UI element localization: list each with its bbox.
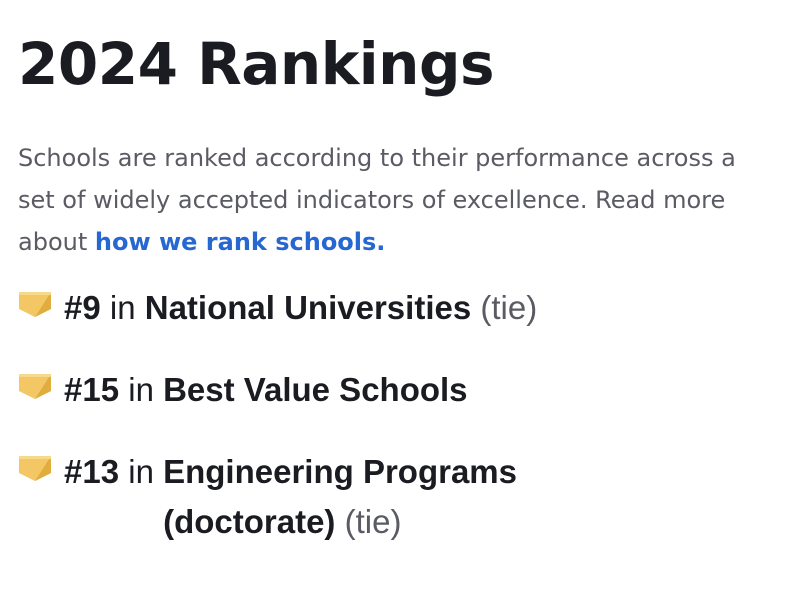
rank-category-link[interactable]: Engineering Programs (doctorate)	[163, 453, 518, 540]
intro-paragraph: Schools are ranked according to their pe…	[18, 137, 778, 263]
page-title: 2024 Rankings	[18, 30, 495, 98]
rank-text: #15 in Best Value Schools	[64, 365, 468, 415]
rank-number: #13	[64, 453, 120, 490]
rank-in-label: in	[128, 453, 154, 490]
rank-category-block: Engineering Programs (doctorate) (tie)	[163, 447, 543, 547]
rankings-section: 2024 Rankings Schools are ranked accordi…	[18, 22, 788, 579]
intro-text: Schools are ranked according to their pe…	[18, 144, 736, 256]
rank-item-engineering-programs: #13 in Engineering Programs (doctorate) …	[18, 447, 788, 547]
rank-in-label: in	[128, 371, 154, 408]
ribbon-badge-icon	[19, 292, 51, 317]
rank-text: #13 in Engineering Programs (doctorate) …	[64, 447, 543, 547]
ribbon-badge-icon	[19, 374, 51, 399]
rank-category-link[interactable]: Best Value Schools	[163, 371, 468, 408]
rank-item-best-value-schools: #15 in Best Value Schools	[18, 365, 788, 415]
rank-tie-label: (tie)	[344, 503, 402, 540]
rank-in-label: in	[109, 289, 136, 326]
rank-number: #9	[64, 289, 101, 326]
rank-text: #9 in National Universities (tie)	[64, 283, 537, 333]
rank-item-national-universities: #9 in National Universities (tie)	[18, 283, 788, 333]
rank-category-link[interactable]: National Universities	[144, 289, 472, 326]
rank-tie-label: (tie)	[480, 289, 538, 326]
how-we-rank-link[interactable]: how we rank schools.	[94, 228, 386, 256]
ribbon-badge-icon	[19, 456, 51, 481]
rank-number: #15	[64, 371, 120, 408]
rank-list: #9 in National Universities (tie) #15 in…	[18, 283, 788, 547]
